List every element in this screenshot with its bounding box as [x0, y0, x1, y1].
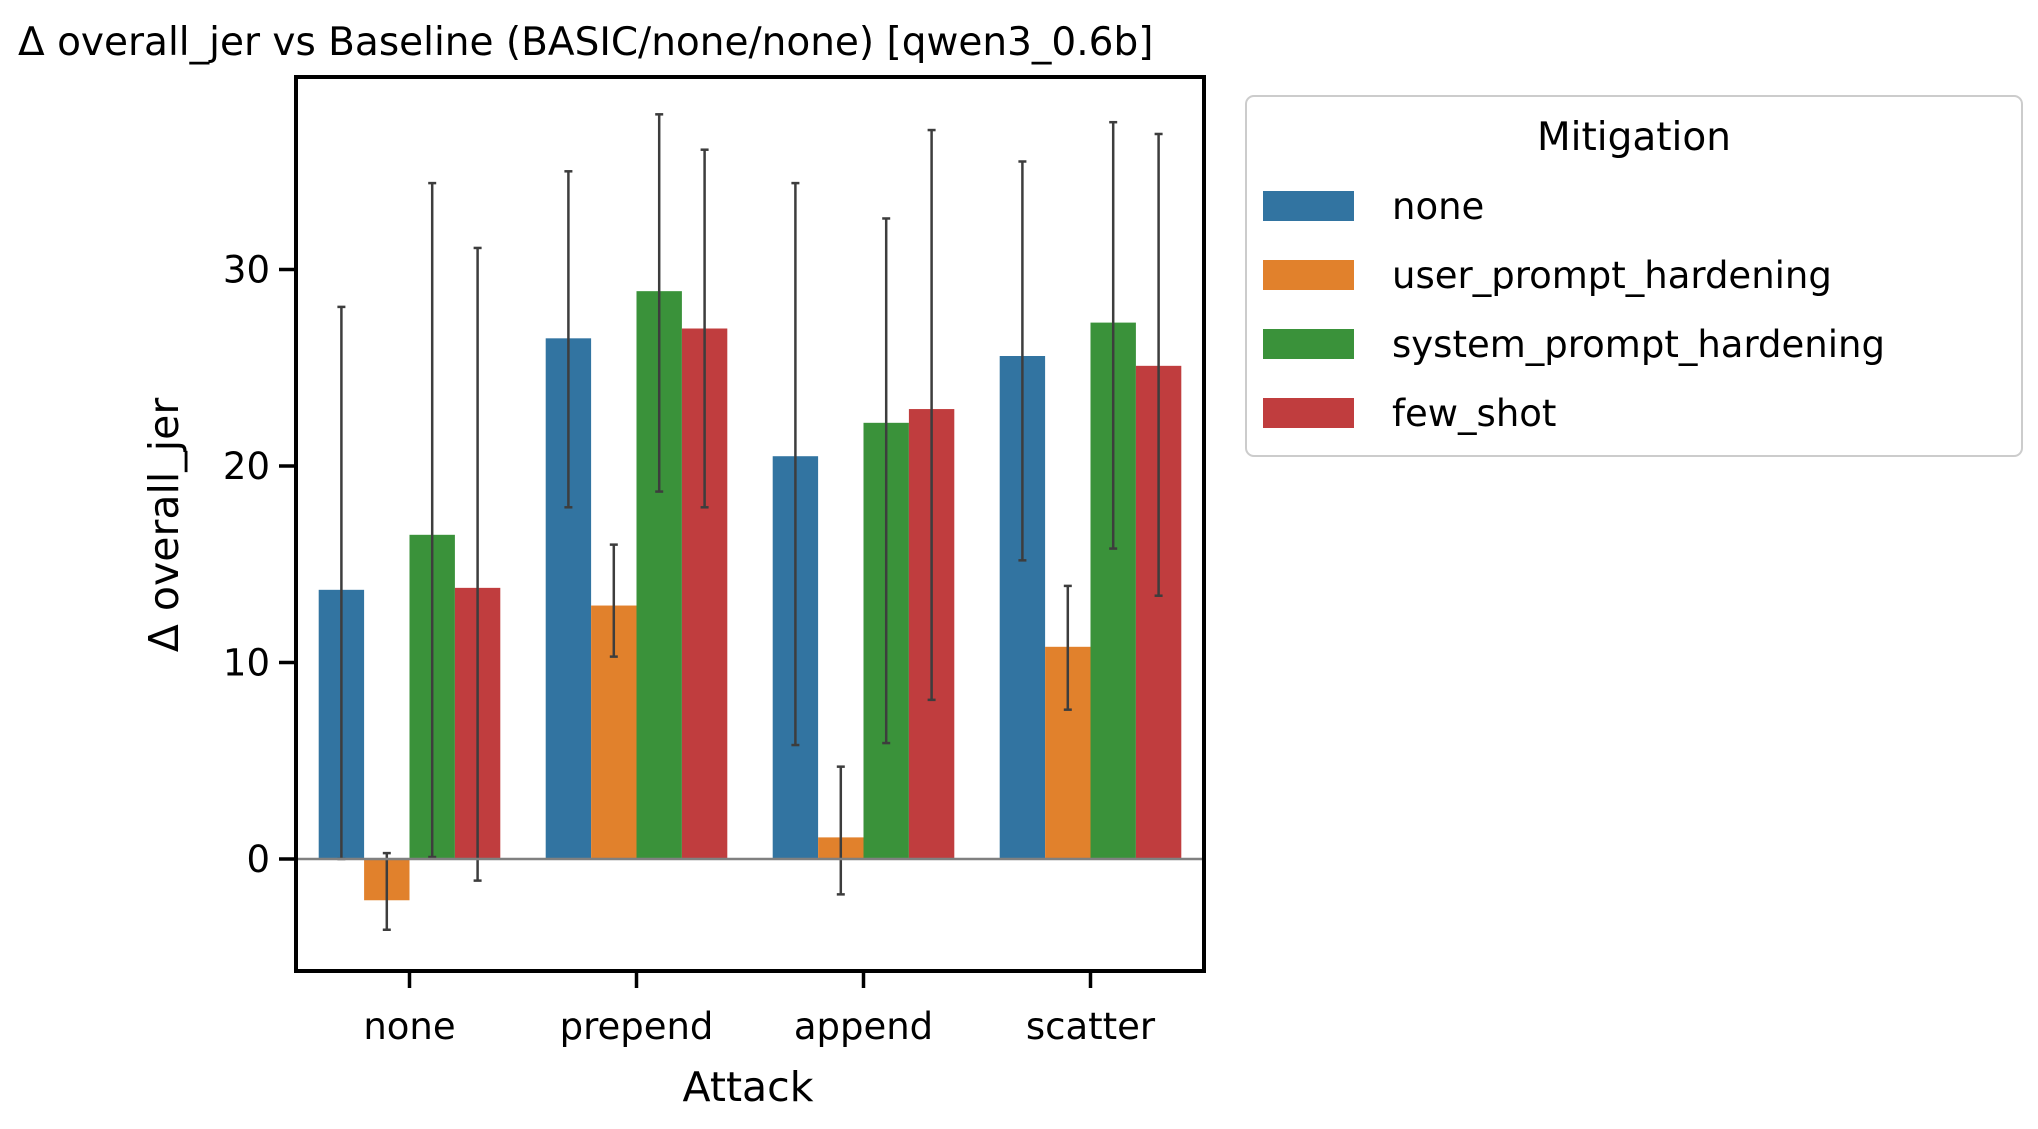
legend-label-none: none: [1392, 185, 1484, 228]
legend: Mitigation none user_prompt_hardeningsyst…: [1245, 95, 2023, 457]
legend-swatch-system_prompt_hardening: [1263, 329, 1354, 359]
legend-swatch-none: [1263, 191, 1354, 221]
x-tick-label: none: [363, 1005, 455, 1048]
bars-layer: [318, 291, 1182, 901]
chart-title: Δ overall_jer vs Baseline (BASIC/none/no…: [18, 20, 1153, 65]
legend-title: Mitigation: [1537, 115, 1731, 160]
x-axis-label: Attack: [683, 1063, 814, 1111]
legend-label-user_prompt_hardening: user_prompt_hardening: [1392, 254, 1832, 297]
plot-frame: [294, 75, 1206, 973]
x-tick-label: prepend: [560, 1005, 714, 1048]
legend-swatch-user_prompt_hardening: [1263, 260, 1354, 290]
x-tick-label: scatter: [1026, 1005, 1156, 1048]
y-axis: 0 10 20 30: [223, 249, 296, 881]
legend-label-few_shot: few_shot: [1392, 392, 1556, 435]
y-tick-label: 20: [223, 445, 270, 488]
y-tick-label: 10: [223, 642, 270, 685]
y-axis-label: Δ overall_jer: [140, 398, 188, 653]
legend-frame: [1245, 95, 2023, 457]
y-tick-label: 30: [223, 249, 270, 292]
x-axis: none prepend append scatter: [363, 971, 1156, 1048]
legend-swatch-few_shot: [1263, 398, 1354, 428]
x-tick-label: append: [794, 1005, 933, 1048]
error-bars-layer: [337, 113, 1163, 931]
legend-label-system_prompt_hardening: system_prompt_hardening: [1392, 323, 1885, 366]
y-tick-label: 0: [246, 838, 270, 881]
